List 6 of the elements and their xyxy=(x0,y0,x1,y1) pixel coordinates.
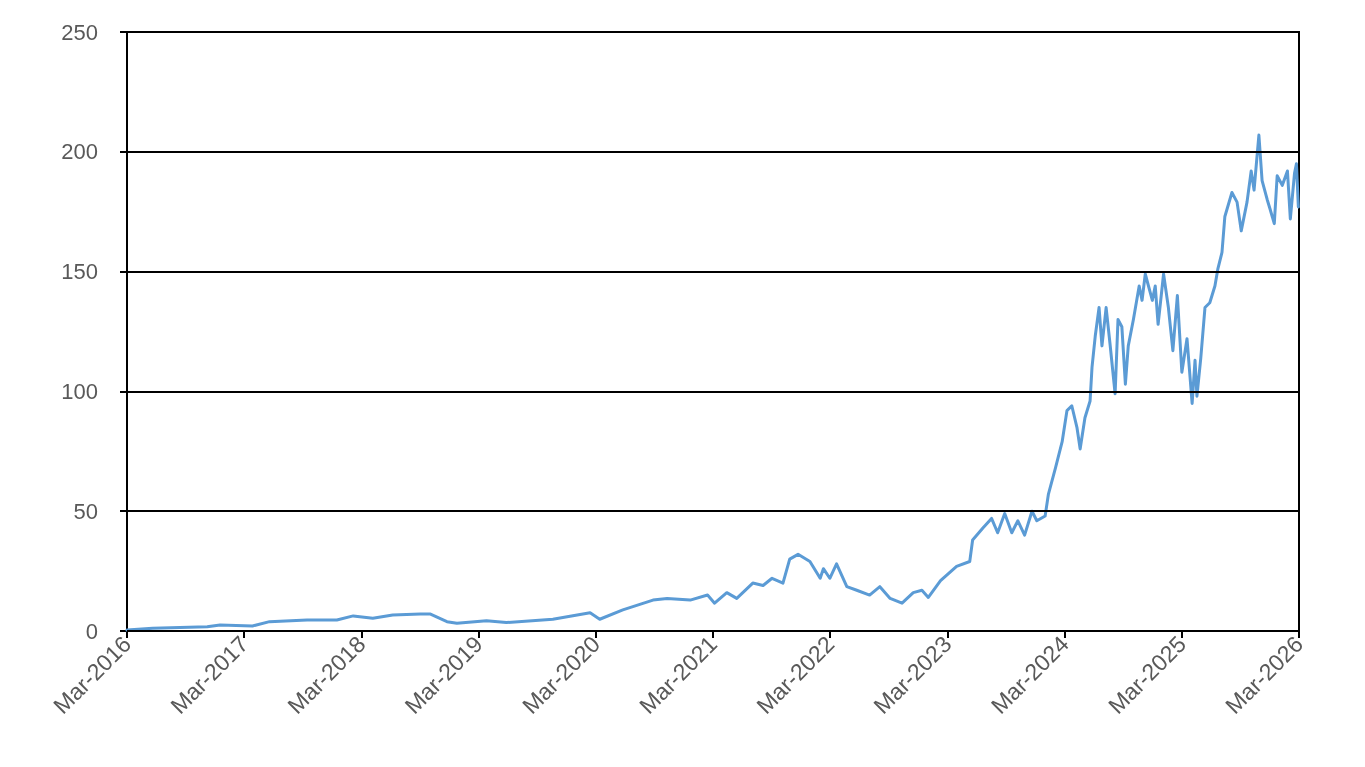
y-tick-label: 150 xyxy=(61,259,98,285)
y-tick-label: 100 xyxy=(61,378,98,404)
y-tick-label: 250 xyxy=(61,19,98,45)
y-tick-label: 50 xyxy=(73,498,98,524)
y-tick-label: 0 xyxy=(85,618,98,644)
y-tick-label: 200 xyxy=(61,139,98,165)
